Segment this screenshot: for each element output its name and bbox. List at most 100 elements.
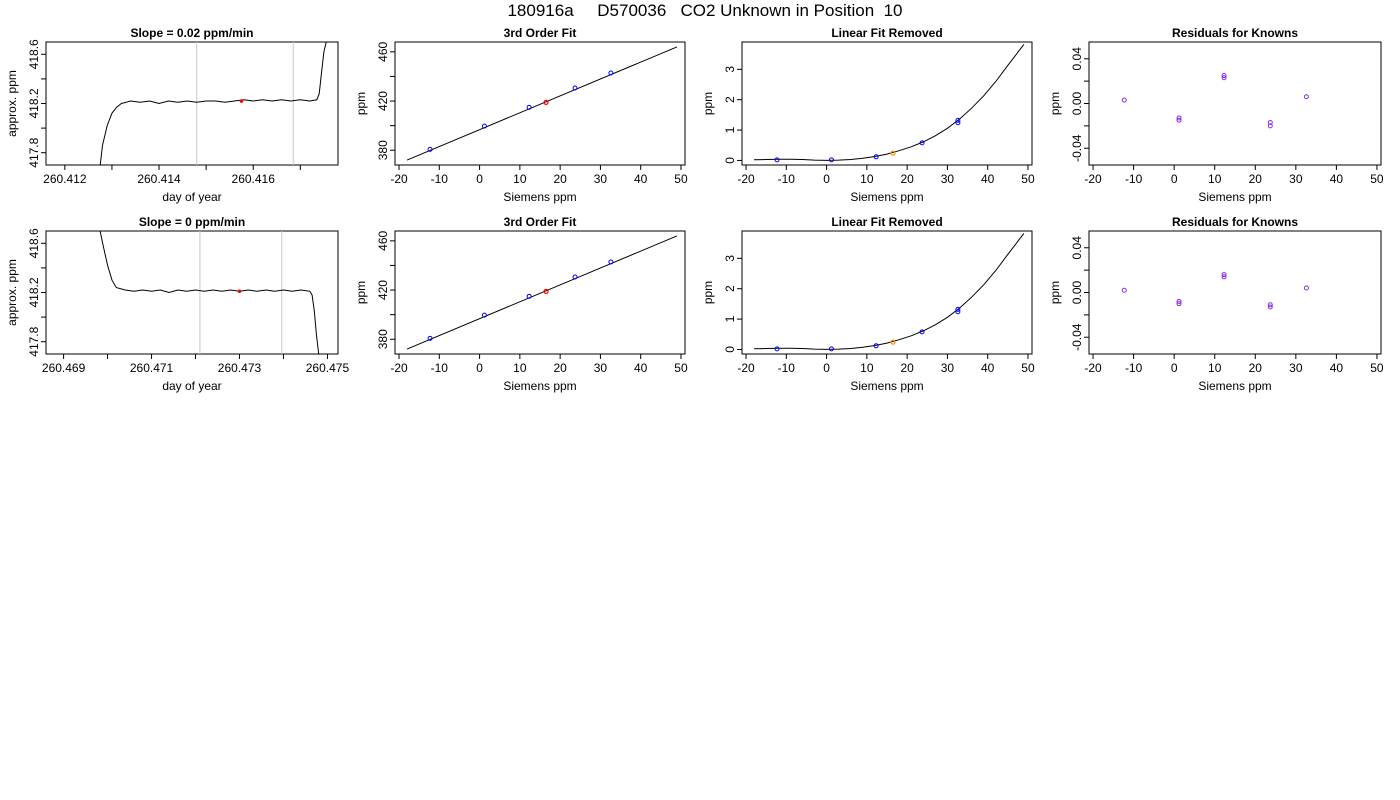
x-tick-label: 0 — [1171, 361, 1178, 375]
x-tick-label: -10 — [1125, 172, 1143, 186]
known-point — [828, 346, 834, 352]
y-tick-label: 1 — [723, 315, 737, 322]
known-point — [1267, 120, 1273, 126]
x-tick-label: 30 — [941, 172, 955, 186]
y-tick-label: 2 — [723, 285, 737, 292]
trace-line — [99, 42, 327, 165]
known-point — [1121, 97, 1127, 103]
x-axis-label: Siemens ppm — [1198, 379, 1271, 393]
x-tick-label: 40 — [634, 361, 648, 375]
y-axis-label: ppm — [701, 281, 715, 304]
plot-frame — [741, 230, 1033, 355]
x-tick-label: 260.471 — [130, 361, 174, 375]
known-point — [1176, 117, 1182, 123]
known-point — [1176, 298, 1182, 304]
y-tick-label: 460 — [376, 42, 390, 62]
known-point — [1221, 73, 1227, 79]
plot-data — [1121, 73, 1309, 129]
x-tick-label: -20 — [737, 172, 755, 186]
y-axis-label: approx. ppm — [5, 70, 19, 137]
x-tick-label: 10 — [1208, 361, 1222, 375]
x-tick-label: -10 — [431, 172, 449, 186]
y-tick-label: 3 — [723, 255, 737, 262]
plot-data — [1121, 272, 1309, 310]
x-tick-label: 40 — [1330, 361, 1344, 375]
x-axis-label: day of year — [162, 379, 221, 393]
y-axis-label: ppm — [1048, 92, 1062, 115]
y-tick-label: 417.8 — [27, 137, 41, 167]
x-axis-label: Siemens ppm — [850, 190, 923, 204]
x-tick-label: 0 — [476, 361, 483, 375]
y-tick-label: 420 — [376, 91, 390, 111]
plot-data — [754, 233, 1025, 352]
y-tick-label: 0 — [723, 157, 737, 164]
y-tick-label: 418.6 — [27, 39, 41, 69]
fit-line — [406, 235, 678, 350]
known-point — [526, 293, 532, 299]
y-tick-label: 0.04 — [1070, 236, 1084, 260]
chart-r2-trace: Slope = 0 ppm/min 260.469 260.471 260.473 26… — [5, 215, 349, 393]
x-tick-label: 50 — [1370, 361, 1384, 375]
plot-frame — [1088, 230, 1382, 355]
x-tick-label: 10 — [860, 361, 874, 375]
x-tick-label: -10 — [778, 172, 796, 186]
known-point — [427, 146, 433, 152]
y-tick-label: 417.8 — [27, 326, 41, 356]
y-tick-label: 418.2 — [27, 88, 41, 118]
plot-frame — [45, 41, 339, 166]
y-tick-label: 0.00 — [1070, 91, 1084, 115]
y-axis-label: ppm — [354, 281, 368, 304]
known-point — [481, 123, 487, 129]
x-axis-label: Siemens ppm — [503, 190, 576, 204]
sample-marker — [237, 289, 242, 294]
chart-title: Slope = 0 ppm/min — [139, 215, 245, 229]
x-tick-label: 20 — [1249, 361, 1263, 375]
x-tick-label: 30 — [941, 361, 955, 375]
x-tick-label: 10 — [513, 172, 527, 186]
known-point — [774, 157, 780, 163]
chart-r2-res: Residuals for Knowns -20 -10 0 10 20 30 40 50 -0.… — [1048, 215, 1384, 393]
y-tick-label: 1 — [723, 126, 737, 133]
x-tick-label: 30 — [1289, 172, 1303, 186]
known-point — [1221, 75, 1227, 81]
known-point — [774, 346, 780, 352]
x-tick-label: 0 — [1171, 172, 1178, 186]
chart-r1-res: Residuals for Knowns -20 -10 0 10 20 30 40 50 -0.… — [1048, 26, 1384, 204]
x-tick-label: 30 — [594, 361, 608, 375]
known-point — [481, 312, 487, 318]
chart-title: Slope = 0.02 ppm/min — [130, 26, 253, 40]
page-title: 180916a D570036 CO2 Unknown in Position … — [507, 1, 903, 20]
known-point — [1303, 94, 1309, 100]
x-axis-label: Siemens ppm — [503, 379, 576, 393]
known-point — [1267, 304, 1273, 310]
plot-frame — [741, 41, 1033, 166]
y-tick-label: 0.00 — [1070, 280, 1084, 304]
plot-frame — [394, 230, 686, 355]
x-tick-label: 40 — [1330, 172, 1344, 186]
known-point — [1221, 272, 1227, 278]
y-tick-label: 0 — [723, 346, 737, 353]
x-tick-label: 0 — [823, 361, 830, 375]
plot-frame — [1088, 41, 1382, 166]
known-point — [955, 309, 961, 315]
chart-r2-lfr: Linear Fit Removed -20 -10 0 10 20 30 40 50 0 1 2 3 S… — [701, 215, 1035, 393]
x-tick-label: 0 — [476, 172, 483, 186]
y-tick-label: 380 — [376, 329, 390, 349]
known-point — [608, 259, 614, 265]
sample-marker — [239, 99, 244, 103]
plot-frame — [394, 41, 686, 166]
x-axis-label: Siemens ppm — [850, 379, 923, 393]
x-tick-label: 40 — [981, 361, 995, 375]
chart-title: Linear Fit Removed — [831, 26, 942, 40]
x-tick-label: 0 — [823, 172, 830, 186]
x-tick-label: -10 — [1125, 361, 1143, 375]
known-point — [1176, 301, 1182, 307]
fit-curve — [754, 44, 1025, 161]
fit-curve — [754, 233, 1025, 350]
x-axis-label: Siemens ppm — [1198, 190, 1271, 204]
unknown-point — [543, 288, 549, 294]
x-tick-label: 20 — [900, 361, 914, 375]
known-point — [873, 343, 879, 349]
x-tick-label: 40 — [634, 172, 648, 186]
